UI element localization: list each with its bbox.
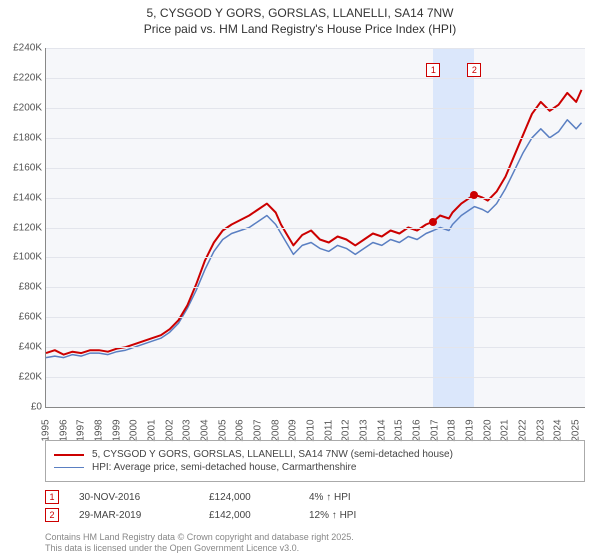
y-tick-label: £60K — [19, 312, 42, 323]
y-tick-label: £220K — [13, 72, 42, 83]
gridline — [46, 377, 585, 378]
y-tick-label: £20K — [19, 372, 42, 383]
x-tick-label: 2019 — [465, 419, 476, 441]
legend-label: HPI: Average price, semi-detached house,… — [92, 462, 356, 473]
x-tick-label: 2017 — [429, 419, 440, 441]
record-date: 30-NOV-2016 — [79, 492, 209, 503]
gridline — [46, 168, 585, 169]
series-line-price_paid — [46, 90, 582, 355]
y-tick-label: £180K — [13, 132, 42, 143]
gridline — [46, 48, 585, 49]
x-tick-label: 1995 — [41, 419, 52, 441]
data-point — [429, 218, 437, 226]
x-tick-label: 2021 — [500, 419, 511, 441]
x-tick-label: 2012 — [341, 419, 352, 441]
y-tick-label: £0 — [31, 402, 42, 413]
gridline — [46, 257, 585, 258]
x-tick-label: 2001 — [147, 419, 158, 441]
x-tick-label: 2024 — [553, 419, 564, 441]
x-tick-label: 1998 — [94, 419, 105, 441]
series-line-hpi — [46, 120, 582, 358]
footer-line-1: Contains HM Land Registry data © Crown c… — [45, 532, 354, 543]
x-tick-label: 2023 — [535, 419, 546, 441]
x-tick-label: 1996 — [58, 419, 69, 441]
legend-box: 5, CYSGOD Y GORS, GORSLAS, LLANELLI, SA1… — [45, 440, 585, 482]
record-price: £142,000 — [209, 510, 309, 521]
legend-row: 5, CYSGOD Y GORS, GORSLAS, LLANELLI, SA1… — [54, 449, 576, 460]
legend-swatch — [54, 467, 84, 469]
x-tick-label: 2003 — [182, 419, 193, 441]
y-tick-label: £40K — [19, 342, 42, 353]
x-tick-label: 1999 — [111, 419, 122, 441]
x-tick-label: 2005 — [217, 419, 228, 441]
chart-plot-area: £0£20K£40K£60K£80K£100K£120K£140K£160K£1… — [45, 48, 585, 408]
footer-attribution: Contains HM Land Registry data © Crown c… — [45, 532, 354, 555]
legend-row: HPI: Average price, semi-detached house,… — [54, 462, 576, 473]
x-tick-label: 2016 — [412, 419, 423, 441]
x-tick-label: 2015 — [394, 419, 405, 441]
x-tick-label: 2020 — [482, 419, 493, 441]
record-row: 2 29-MAR-2019 £142,000 12% ↑ HPI — [45, 508, 585, 522]
y-tick-label: £140K — [13, 192, 42, 203]
footer-line-2: This data is licensed under the Open Gov… — [45, 543, 354, 554]
records-table: 1 30-NOV-2016 £124,000 4% ↑ HPI 2 29-MAR… — [45, 486, 585, 526]
gridline — [46, 317, 585, 318]
record-row: 1 30-NOV-2016 £124,000 4% ↑ HPI — [45, 490, 585, 504]
title-line-2: Price paid vs. HM Land Registry's House … — [0, 22, 600, 38]
y-tick-label: £200K — [13, 102, 42, 113]
data-point — [470, 191, 478, 199]
x-tick-label: 2000 — [129, 419, 140, 441]
gridline — [46, 347, 585, 348]
x-tick-label: 2013 — [359, 419, 370, 441]
record-price: £124,000 — [209, 492, 309, 503]
chart-marker: 1 — [426, 63, 440, 77]
y-tick-label: £160K — [13, 162, 42, 173]
chart-marker: 2 — [467, 63, 481, 77]
x-tick-label: 2004 — [200, 419, 211, 441]
y-tick-label: £120K — [13, 222, 42, 233]
x-tick-label: 1997 — [76, 419, 87, 441]
chart-container: 5, CYSGOD Y GORS, GORSLAS, LLANELLI, SA1… — [0, 0, 600, 560]
x-tick-label: 2010 — [306, 419, 317, 441]
title-block: 5, CYSGOD Y GORS, GORSLAS, LLANELLI, SA1… — [0, 0, 600, 37]
record-pct: 12% ↑ HPI — [309, 510, 356, 521]
y-tick-label: £80K — [19, 282, 42, 293]
gridline — [46, 198, 585, 199]
x-tick-label: 2018 — [447, 419, 458, 441]
gridline — [46, 108, 585, 109]
title-line-1: 5, CYSGOD Y GORS, GORSLAS, LLANELLI, SA1… — [0, 6, 600, 22]
x-tick-label: 2007 — [253, 419, 264, 441]
x-tick-label: 2008 — [270, 419, 281, 441]
gridline — [46, 287, 585, 288]
record-pct: 4% ↑ HPI — [309, 492, 351, 503]
legend-label: 5, CYSGOD Y GORS, GORSLAS, LLANELLI, SA1… — [92, 449, 453, 460]
gridline — [46, 228, 585, 229]
x-tick-label: 2011 — [323, 420, 334, 442]
gridline — [46, 78, 585, 79]
x-tick-label: 2009 — [288, 419, 299, 441]
x-tick-label: 2006 — [235, 419, 246, 441]
x-tick-label: 2022 — [518, 419, 529, 441]
record-marker-icon: 1 — [45, 490, 59, 504]
x-tick-label: 2025 — [571, 419, 582, 441]
legend-swatch — [54, 454, 84, 456]
gridline — [46, 138, 585, 139]
y-tick-label: £100K — [13, 252, 42, 263]
x-tick-label: 2014 — [376, 419, 387, 441]
record-marker-icon: 2 — [45, 508, 59, 522]
y-tick-label: £240K — [13, 43, 42, 54]
x-tick-label: 2002 — [164, 419, 175, 441]
record-date: 29-MAR-2019 — [79, 510, 209, 521]
